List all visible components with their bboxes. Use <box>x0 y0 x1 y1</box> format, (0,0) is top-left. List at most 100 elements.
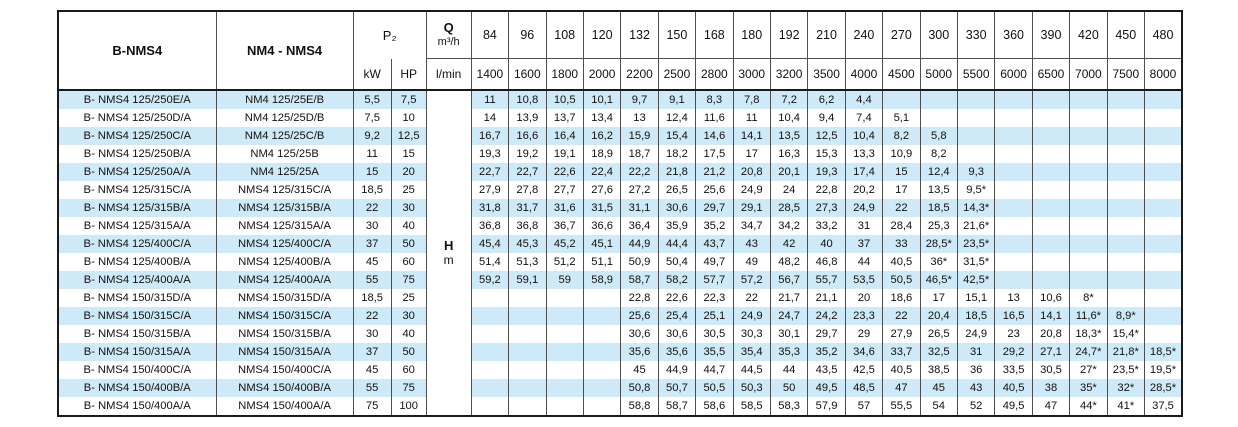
head-value-cell <box>1069 235 1108 253</box>
head-value-cell <box>919 90 958 109</box>
flow-lmin-header-cell: 4000 <box>844 58 883 91</box>
head-value-cell: 12,4 <box>919 163 958 181</box>
head-value-cell: 35,4 <box>732 343 771 361</box>
power-hp-cell: 7,5 <box>390 90 427 109</box>
head-value-cell <box>470 343 509 361</box>
head-value-cell <box>1144 253 1182 271</box>
model-nm4-nms4-cell: NMS4 150/400A/A <box>215 397 354 416</box>
flow-lmin-header-cell: 8000 <box>1144 58 1182 91</box>
pump-model-row: B- NMS4 125/400C/A NMS4 125/400C/A 37 50 45,… <box>57 235 1182 253</box>
head-value-cell: 44 <box>769 361 808 379</box>
head-value-cell: 24,9 <box>732 181 771 199</box>
head-value-cell <box>508 379 546 397</box>
head-value-cell: 13,4 <box>582 109 621 127</box>
head-value-cell <box>582 397 621 416</box>
head-value-cell: 40,5 <box>994 379 1033 397</box>
head-value-cell <box>1144 127 1182 145</box>
head-value-cell <box>994 235 1033 253</box>
head-value-cell: 45 <box>620 361 659 379</box>
head-value-cell: 31,5 <box>582 199 621 217</box>
head-value-cell: 24,7 <box>769 307 808 325</box>
pump-model-row: B- NMS4 125/250C/A NM4 125/25C/B 9,2 12,5 16… <box>57 127 1182 145</box>
flow-m3h-header-cell: 360 <box>994 11 1033 59</box>
head-value-cell: 44,5 <box>732 361 771 379</box>
head-value-cell: 20,1 <box>769 163 808 181</box>
head-value-cell <box>1031 163 1070 181</box>
head-value-cell: 42,5 <box>844 361 883 379</box>
head-value-cell: 49,5 <box>807 379 846 397</box>
pump-model-row: B- NMS4 125/315A/A NMS4 125/315A/A 30 40 36,… <box>57 217 1182 235</box>
head-value-cell <box>994 271 1033 289</box>
head-value-cell: 15,3 <box>807 145 846 163</box>
head-value-cell: 22 <box>732 289 771 307</box>
model-b-nms4-cell: B- NMS4 125/250B/A <box>57 145 217 163</box>
power-kw-cell: 55 <box>352 379 392 397</box>
head-value-cell: 8,2 <box>882 127 921 145</box>
head-value-cell <box>545 379 584 397</box>
head-value-cell: 31,1 <box>620 199 659 217</box>
flow-m3h-header-cell: 300 <box>919 11 958 59</box>
head-value-cell: 58,5 <box>732 397 771 416</box>
head-value-cell: 11 <box>732 109 771 127</box>
head-value-cell: 12,4 <box>657 109 696 127</box>
head-value-cell: 10,6 <box>1031 289 1070 307</box>
head-value-cell: 30,5 <box>695 325 734 343</box>
head-value-cell: 24 <box>769 181 808 199</box>
head-value-cell <box>1106 145 1145 163</box>
head-value-cell <box>994 253 1033 271</box>
head-value-cell <box>582 325 621 343</box>
head-value-cell: 29,1 <box>732 199 771 217</box>
head-value-cell: 25,3 <box>919 217 958 235</box>
head-value-cell: 38 <box>1031 379 1070 397</box>
head-value-cell: 42 <box>769 235 808 253</box>
model-b-nms4-cell: B- NMS4 125/315A/A <box>57 217 217 235</box>
head-value-cell <box>919 109 958 127</box>
head-value-cell: 9,3 <box>956 163 995 181</box>
head-value-cell: 13,3 <box>844 145 883 163</box>
head-value-cell: 27,2 <box>620 181 659 199</box>
head-value-cell: 57,2 <box>732 271 771 289</box>
flow-lmin-header-cell: 1400 <box>470 58 509 91</box>
col-header-q-m3h: Q m³/h <box>425 11 472 59</box>
head-value-cell: 36,4 <box>620 217 659 235</box>
head-value-cell: 31,7 <box>508 199 546 217</box>
head-value-cell: 31 <box>844 217 883 235</box>
head-value-cell: 50 <box>769 379 808 397</box>
head-value-cell: 14 <box>470 109 509 127</box>
head-value-cell: 27,6 <box>582 181 621 199</box>
head-value-cell: 44,4 <box>657 235 696 253</box>
head-value-cell <box>994 145 1033 163</box>
flow-lmin-header-cell: 1600 <box>508 58 546 91</box>
head-value-cell: 13,7 <box>545 109 584 127</box>
head-value-cell: 44,9 <box>620 235 659 253</box>
head-value-cell: 51,3 <box>508 253 546 271</box>
head-value-cell <box>1069 127 1108 145</box>
col-header-p2: P₂ <box>352 11 427 59</box>
head-value-cell <box>882 90 921 109</box>
head-value-cell: 15,4 <box>657 127 696 145</box>
power-hp-cell: 30 <box>390 199 427 217</box>
head-value-cell: 44* <box>1069 397 1108 416</box>
power-hp-cell: 20 <box>390 163 427 181</box>
head-value-cell: 9,1 <box>657 90 696 109</box>
head-value-cell: 17 <box>919 289 958 307</box>
head-value-cell: 21,6* <box>956 217 995 235</box>
head-value-cell <box>545 307 584 325</box>
head-value-cell: 18,9 <box>582 145 621 163</box>
head-value-cell: 31 <box>956 343 995 361</box>
head-value-cell: 16,6 <box>508 127 546 145</box>
head-value-cell: 29,2 <box>994 343 1033 361</box>
head-value-cell: 15,9 <box>620 127 659 145</box>
power-hp-cell: 75 <box>390 379 427 397</box>
head-value-cell <box>1031 181 1070 199</box>
head-value-cell: 8,3 <box>695 90 734 109</box>
head-value-cell <box>1106 271 1145 289</box>
head-value-cell: 20,8 <box>1031 325 1070 343</box>
power-hp-cell: 60 <box>390 253 427 271</box>
head-value-cell: 58,7 <box>657 397 696 416</box>
head-value-cell: 21,7 <box>769 289 808 307</box>
head-value-cell <box>1106 109 1145 127</box>
head-value-cell: 33,5 <box>994 361 1033 379</box>
head-value-cell: 24,9 <box>732 307 771 325</box>
